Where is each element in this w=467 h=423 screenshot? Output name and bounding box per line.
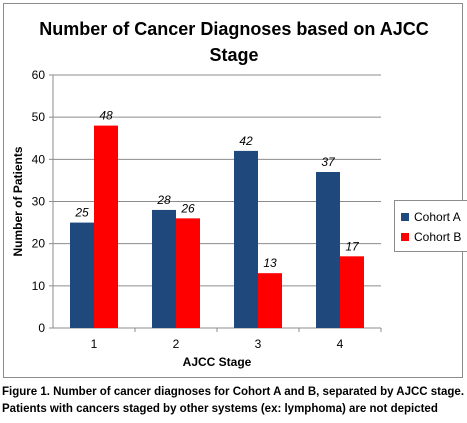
y-tick-label: 50	[32, 110, 46, 124]
bar-cohort-b	[258, 273, 282, 328]
y-tick-label: 60	[32, 68, 46, 82]
y-tick-label: 0	[38, 321, 45, 335]
bar-cohort-a	[70, 222, 94, 328]
caption-line-2: Patients with cancers staged by other sy…	[2, 403, 438, 415]
data-label: 37	[321, 155, 336, 169]
data-label: 26	[180, 201, 195, 215]
bar-cohort-a	[152, 209, 176, 328]
y-tick-label: 10	[32, 279, 46, 293]
bar-cohort-a	[316, 171, 340, 328]
x-tick-label: 1	[91, 337, 98, 351]
data-label: 28	[156, 193, 171, 207]
data-label: 48	[99, 109, 113, 123]
legend-swatch-cohort-a	[401, 213, 409, 221]
bar-chart: 0 10 20 30 40 50 60 1 25 48 2 28 26 3 42 13 4 37 17 AJCC St…	[11, 68, 382, 369]
legend-label-cohort-a: Cohort A	[414, 210, 461, 224]
x-tick-label: 4	[337, 337, 344, 351]
bar-cohort-b	[94, 125, 118, 328]
bar-cohort-b	[340, 256, 364, 328]
x-tick-label: 3	[255, 337, 262, 351]
legend-item-cohort-a: Cohort A	[401, 209, 461, 225]
legend: Cohort A Cohort B	[394, 200, 467, 252]
data-label: 13	[263, 256, 277, 270]
data-label: 42	[239, 134, 253, 148]
figure-caption: Figure 1. Number of cancer diagnoses for…	[2, 384, 464, 418]
y-axis-title: Number of Patients	[11, 146, 25, 256]
bar-cohort-a	[234, 150, 258, 328]
data-label: 17	[345, 239, 360, 253]
chart-title: Number of Cancer Diagnoses based on AJCC…	[4, 16, 464, 68]
y-tick-label: 30	[32, 195, 46, 209]
legend-swatch-cohort-b	[401, 233, 409, 241]
chart-title-line-1: Number of Cancer Diagnoses based on AJCC	[39, 19, 429, 39]
legend-label-cohort-b: Cohort B	[414, 230, 462, 244]
x-axis-title: AJCC Stage	[183, 355, 252, 369]
y-tick-label: 40	[32, 152, 46, 166]
data-label: 25	[74, 206, 89, 220]
chart-title-line-2: Stage	[209, 45, 259, 65]
legend-item-cohort-b: Cohort B	[401, 229, 461, 245]
y-tick-label: 20	[32, 237, 46, 251]
caption-line-1: Figure 1. Number of cancer diagnoses for…	[2, 386, 465, 398]
x-tick-label: 2	[173, 337, 180, 351]
bar-cohort-b	[176, 218, 200, 328]
chart-frame: Number of Cancer Diagnoses based on AJCC…	[3, 3, 467, 378]
